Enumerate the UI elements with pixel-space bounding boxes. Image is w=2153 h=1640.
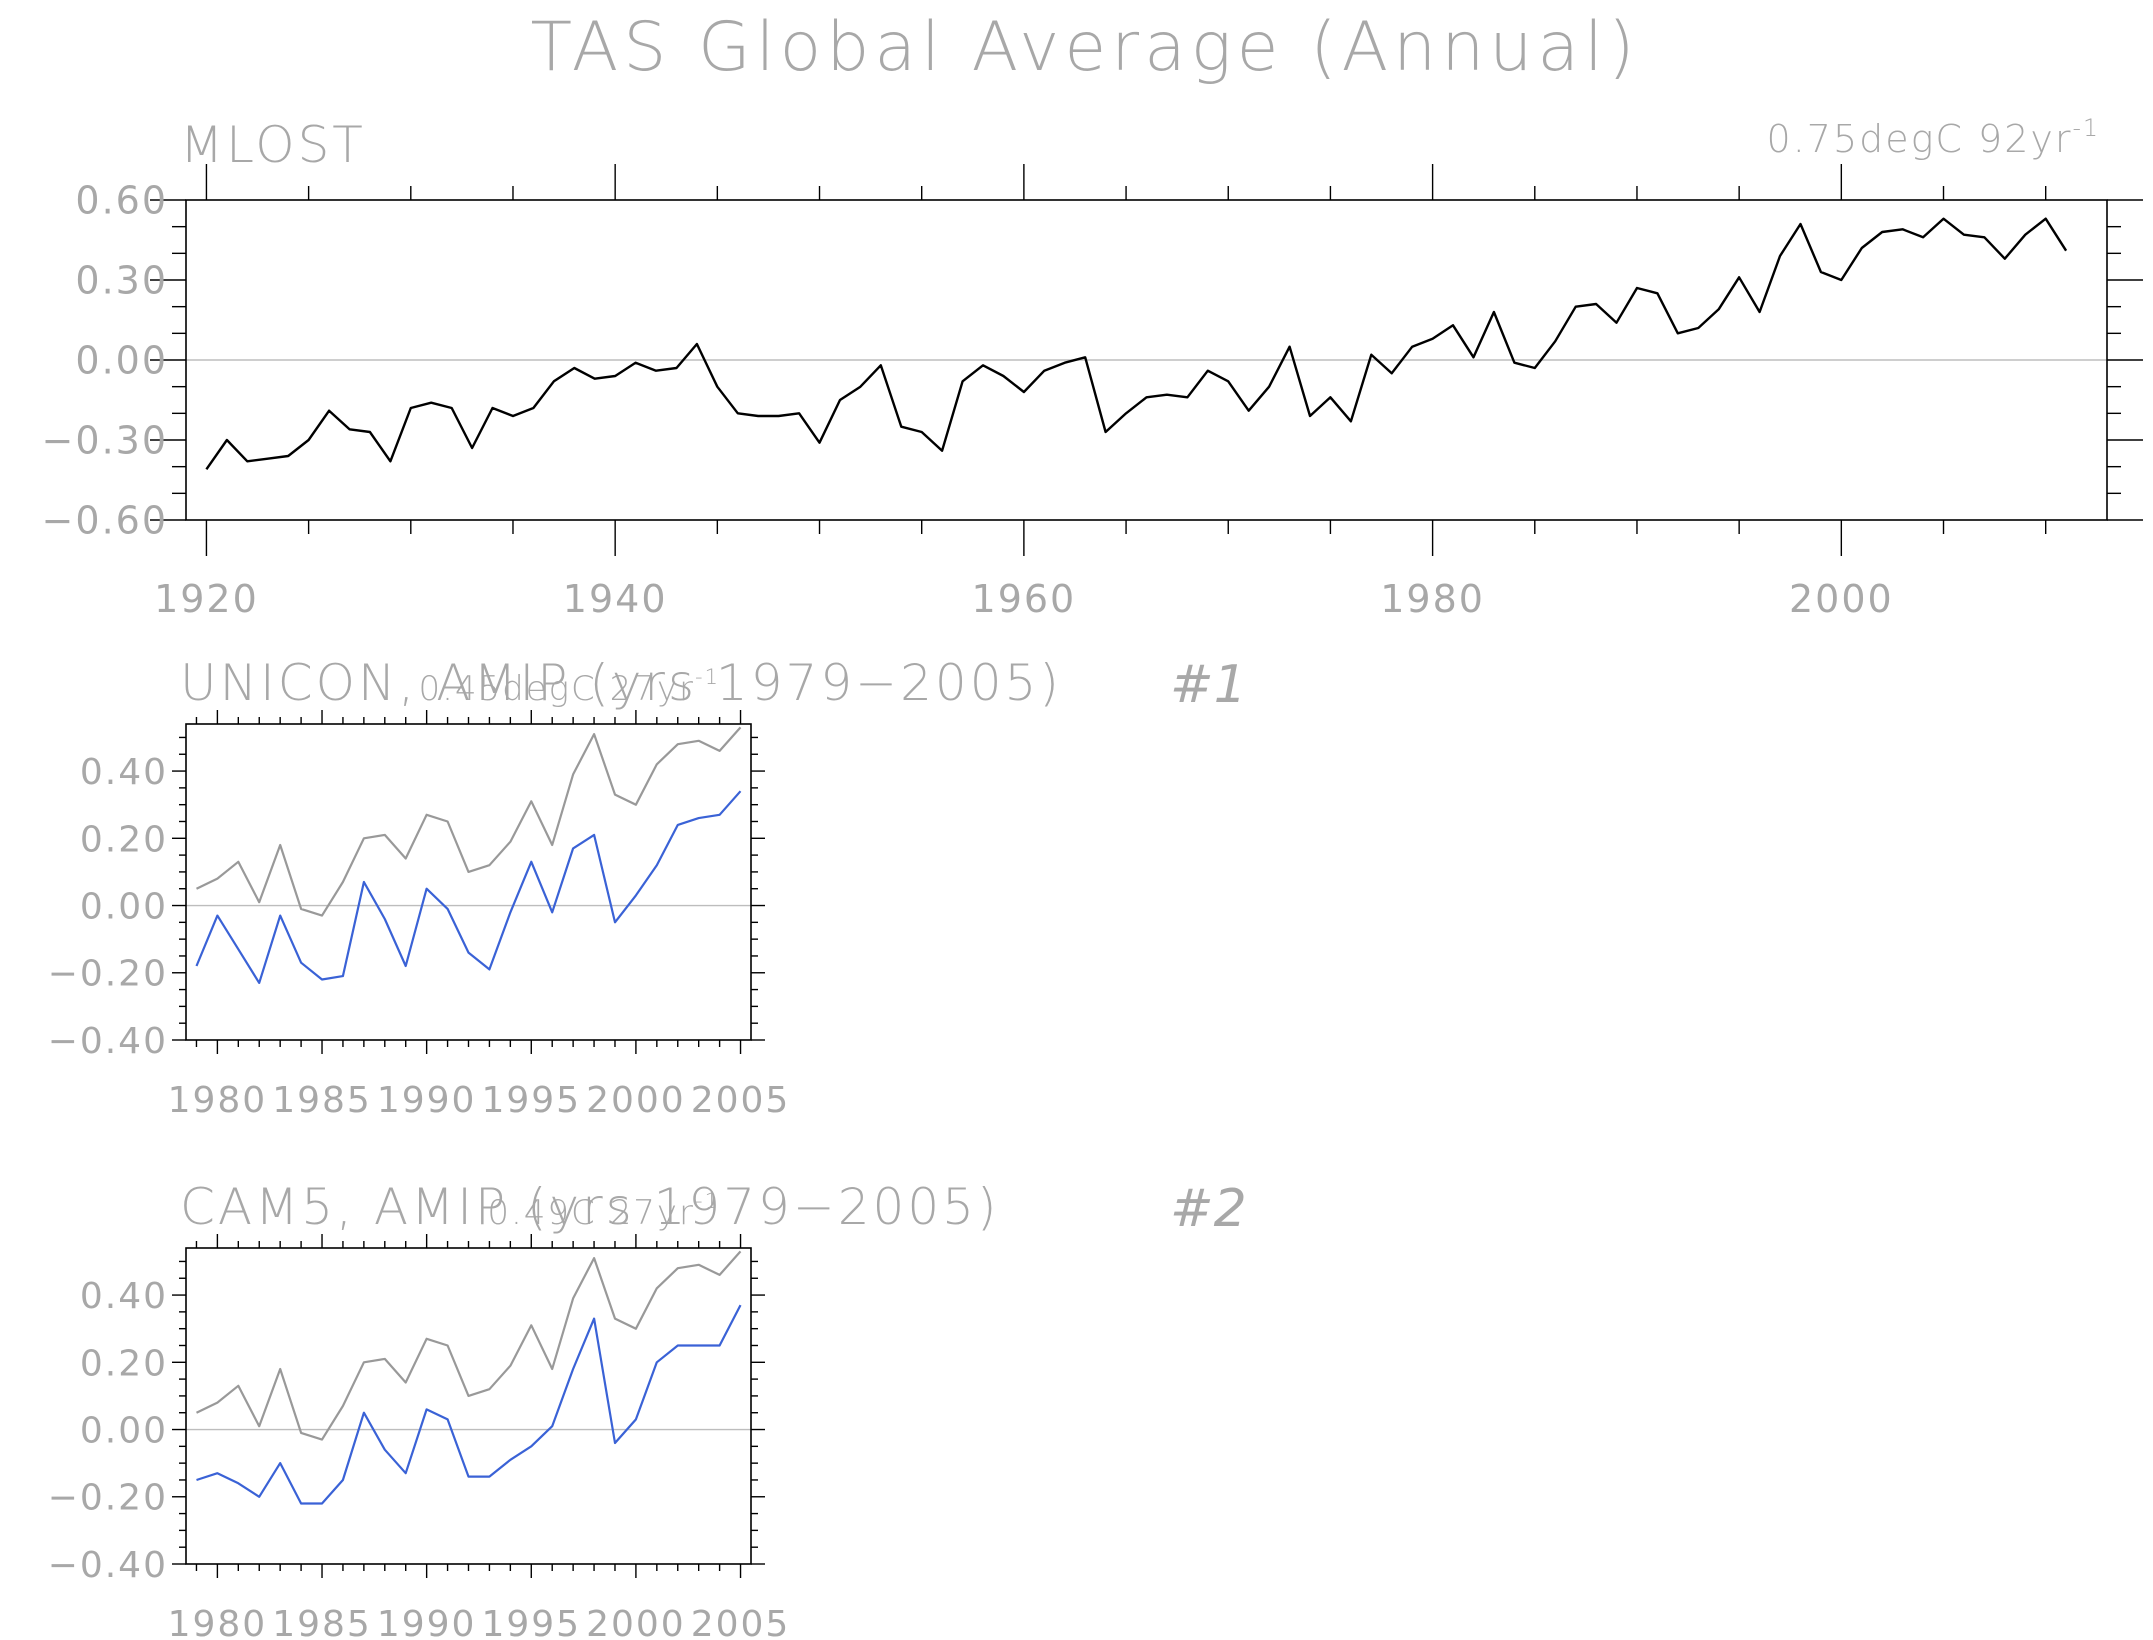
x-tick-label: 2000 — [1789, 577, 1894, 621]
series-line-2 — [196, 1304, 742, 1505]
trend-label-text: 0.75degC 92yr — [1767, 117, 2073, 161]
panel-1: MLOST 0.75degC 92yr-1 0.60 0.30 0.00 −0.30 −0.… — [42, 114, 2143, 621]
x-tick-label: 1940 — [563, 577, 668, 621]
trend-label: 0.49C 27yr-1 — [487, 1188, 720, 1233]
series-line-1 — [196, 1250, 742, 1441]
panel-label: MLOST — [180, 116, 366, 174]
y-tick-label: 0.40 — [80, 752, 168, 793]
y-tick-label: 0.00 — [80, 1410, 168, 1451]
x-tick-label: 1990 — [377, 1604, 477, 1640]
x-tick-label: 1920 — [154, 577, 259, 621]
y-tick-label: 0.20 — [80, 819, 168, 860]
panel-label: UNICON, AMIP (yrs 1979−2005) — [180, 654, 1062, 712]
x-tick-label: 1995 — [481, 1604, 581, 1640]
trend-label-exponent: -1 — [695, 1188, 720, 1213]
x-tick-label: 1960 — [972, 577, 1077, 621]
panel-number: #1 — [1170, 655, 1247, 715]
x-tick-label: 1980 — [168, 1080, 268, 1121]
y-tick-label: 0.20 — [80, 1343, 168, 1384]
x-tick-label: 2005 — [691, 1080, 791, 1121]
y-tick-label: −0.20 — [48, 1478, 168, 1519]
panel-number: #2 — [1170, 1179, 1247, 1239]
series-line-1 — [196, 726, 742, 917]
trend-label-text: 0.45degC 27yr — [418, 669, 695, 709]
y-tick-label: 0.00 — [75, 339, 168, 383]
x-tick-label: 2005 — [691, 1604, 791, 1640]
figure-title: TAS Global Average (Annual) — [530, 8, 1639, 87]
y-tick-label: 0.60 — [75, 179, 168, 223]
series-line-1 — [205, 217, 2068, 470]
y-tick-label: −0.60 — [42, 499, 168, 543]
y-tick-label: −0.30 — [42, 419, 168, 463]
trend-label-exponent: -1 — [2073, 114, 2100, 142]
x-tick-label: 2000 — [586, 1080, 686, 1121]
panel-3: CAM5, AMIP (yrs 1979−2005)0.49C 27yr-1 #2… — [48, 1178, 1247, 1640]
trend-label: 0.75degC 92yr-1 — [1767, 114, 2100, 161]
x-tick-label: 1980 — [1380, 577, 1485, 621]
trend-label-exponent: -1 — [695, 664, 720, 689]
x-tick-label: 1990 — [377, 1080, 477, 1121]
trend-label: 0.45degC 27yr-1 — [418, 664, 720, 709]
panel-2: UNICON, AMIP (yrs 1979−2005)0.45degC 27y… — [48, 654, 1247, 1121]
y-tick-label: −0.40 — [48, 1545, 168, 1586]
y-tick-label: 0.40 — [80, 1276, 168, 1317]
x-tick-label: 1995 — [481, 1080, 581, 1121]
y-tick-label: −0.20 — [48, 954, 168, 995]
x-tick-label: 1980 — [168, 1604, 268, 1640]
series-line-2 — [195, 790, 742, 985]
x-tick-label: 1985 — [272, 1604, 372, 1640]
plot-frame — [185, 723, 752, 1041]
y-tick-label: −0.40 — [48, 1021, 168, 1062]
x-tick-label: 2000 — [586, 1604, 686, 1640]
y-tick-label: 0.00 — [80, 886, 168, 927]
trend-label-text: 0.49C 27yr — [487, 1193, 695, 1233]
panels: MLOST 0.75degC 92yr-10.600.300.00−0.30−0.… — [42, 114, 2143, 1640]
x-tick-label: 1985 — [272, 1080, 372, 1121]
plot-frame — [185, 1247, 752, 1565]
panel-label: CAM5, AMIP (yrs 1979−2005) — [180, 1178, 999, 1236]
y-tick-label: 0.30 — [75, 259, 168, 303]
